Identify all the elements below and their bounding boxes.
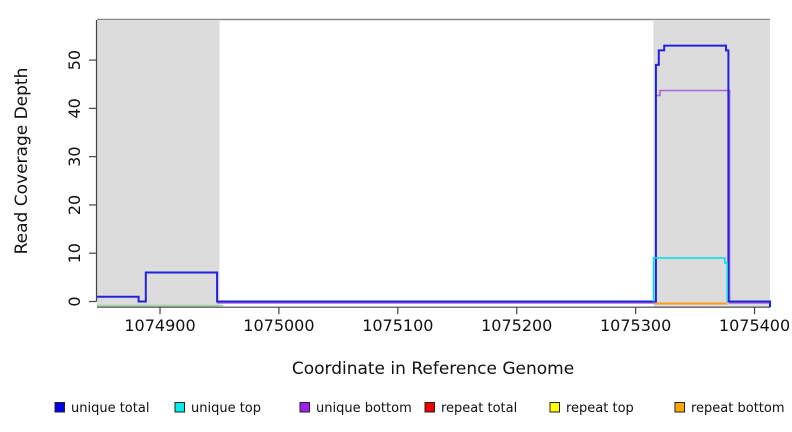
legend-swatch-repeat-top (549, 402, 560, 413)
legend-label-unique-bottom: unique bottom (316, 401, 412, 416)
x-tick-label: 1074900 (124, 316, 195, 335)
shaded-region (97, 20, 220, 308)
legend-swatch-unique-top (174, 402, 185, 413)
x-tick-label: 1075200 (481, 316, 552, 335)
x-tick-label: 1075300 (600, 316, 671, 335)
y-tick-label: 40 (65, 98, 84, 118)
legend-label-unique-top: unique top (191, 401, 261, 416)
y-tick-label: 0 (65, 296, 84, 306)
y-tick-label: 20 (65, 195, 84, 215)
legend-swatch-unique-bottom (299, 402, 310, 413)
y-tick-label: 10 (65, 243, 84, 263)
x-tick-label: 1075100 (362, 316, 433, 335)
y-tick-label: 50 (65, 50, 84, 70)
x-tick-label: 1075000 (243, 316, 314, 335)
series-line-unique-top (652, 257, 729, 302)
x-tick-label: 1075400 (719, 316, 790, 335)
shaded-region (653, 20, 770, 308)
legend-label-repeat-bottom: repeat bottom (691, 401, 785, 416)
y-tick-label: 30 (65, 146, 84, 166)
legend-label-repeat-total: repeat total (441, 401, 517, 416)
legend-label-repeat-top: repeat top (566, 401, 634, 416)
legend-label-unique-total: unique total (71, 401, 149, 416)
legend-swatch-unique-total (54, 402, 65, 413)
legend-swatch-repeat-total (424, 402, 435, 413)
y-axis-title: Read Coverage Depth (12, 68, 32, 255)
legend-swatch-repeat-bottom (674, 402, 685, 413)
x-axis-title: Coordinate in Reference Genome (292, 359, 574, 379)
series-line-unique-total (97, 44, 771, 308)
